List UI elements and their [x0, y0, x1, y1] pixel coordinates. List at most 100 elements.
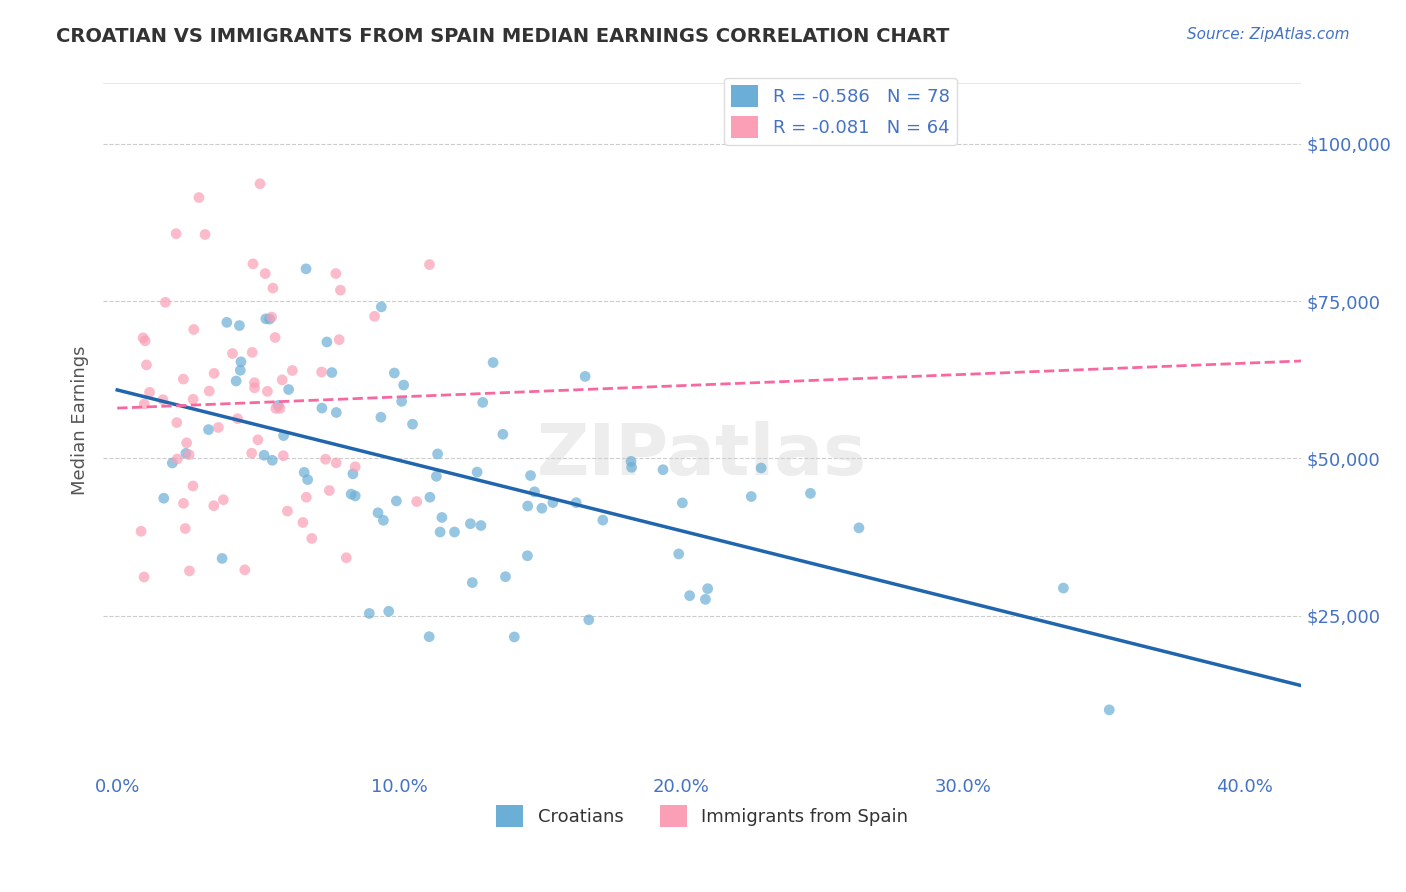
- Point: [325, 267, 347, 281]
- Point: [129, 524, 152, 539]
- Point: [212, 492, 235, 507]
- Point: [848, 521, 870, 535]
- Point: [495, 570, 517, 584]
- Point: [174, 446, 197, 460]
- Point: [385, 494, 408, 508]
- Point: [335, 550, 357, 565]
- Point: [749, 461, 772, 475]
- Point: [503, 630, 526, 644]
- Point: [382, 366, 405, 380]
- Point: [202, 499, 225, 513]
- Point: [211, 551, 233, 566]
- Point: [134, 334, 156, 348]
- Point: [152, 491, 174, 506]
- Point: [221, 346, 243, 360]
- Point: [243, 376, 266, 390]
- Point: [295, 261, 318, 276]
- Point: [523, 484, 546, 499]
- Point: [344, 489, 367, 503]
- Text: ZIPatlas: ZIPatlas: [537, 421, 868, 491]
- Point: [1052, 581, 1074, 595]
- Point: [281, 363, 304, 377]
- Point: [138, 385, 160, 400]
- Point: [1098, 703, 1121, 717]
- Point: [328, 333, 350, 347]
- Point: [425, 469, 447, 483]
- Point: [229, 363, 252, 377]
- Point: [197, 423, 219, 437]
- Point: [269, 401, 291, 416]
- Point: [183, 322, 205, 336]
- Point: [259, 312, 281, 326]
- Point: [187, 190, 209, 204]
- Point: [271, 449, 294, 463]
- Point: [419, 490, 441, 504]
- Point: [246, 433, 269, 447]
- Point: [418, 630, 440, 644]
- Point: [181, 392, 204, 407]
- Point: [679, 589, 702, 603]
- Point: [695, 592, 717, 607]
- Point: [461, 575, 484, 590]
- Point: [530, 501, 553, 516]
- Point: [249, 177, 271, 191]
- Point: [179, 564, 201, 578]
- Point: [181, 479, 204, 493]
- Point: [132, 331, 155, 345]
- Point: [401, 417, 423, 432]
- Point: [242, 257, 264, 271]
- Point: [264, 330, 287, 344]
- Point: [176, 435, 198, 450]
- Point: [516, 499, 538, 513]
- Point: [291, 516, 314, 530]
- Point: [202, 367, 225, 381]
- Point: [253, 448, 276, 462]
- Point: [367, 506, 389, 520]
- Point: [254, 267, 277, 281]
- Point: [574, 369, 596, 384]
- Point: [225, 374, 247, 388]
- Y-axis label: Median Earnings: Median Earnings: [72, 346, 89, 495]
- Point: [465, 465, 488, 479]
- Point: [162, 456, 184, 470]
- Point: [329, 283, 352, 297]
- Point: [516, 549, 538, 563]
- Legend: Croatians, Immigrants from Spain: Croatians, Immigrants from Spain: [489, 797, 915, 834]
- Point: [363, 310, 385, 324]
- Point: [276, 504, 298, 518]
- Point: [492, 427, 515, 442]
- Point: [262, 453, 284, 467]
- Point: [174, 521, 197, 535]
- Point: [267, 399, 290, 413]
- Point: [592, 513, 614, 527]
- Point: [277, 383, 299, 397]
- Point: [392, 378, 415, 392]
- Point: [620, 460, 643, 475]
- Point: [229, 355, 252, 369]
- Point: [264, 401, 287, 416]
- Text: Source: ZipAtlas.com: Source: ZipAtlas.com: [1187, 27, 1350, 42]
- Point: [271, 373, 294, 387]
- Point: [152, 392, 174, 407]
- Point: [370, 300, 392, 314]
- Point: [740, 490, 762, 504]
- Point: [273, 428, 295, 442]
- Point: [565, 496, 588, 510]
- Point: [301, 532, 323, 546]
- Point: [177, 448, 200, 462]
- Point: [342, 467, 364, 481]
- Point: [165, 227, 187, 241]
- Point: [226, 411, 249, 425]
- Point: [426, 447, 449, 461]
- Point: [418, 258, 440, 272]
- Text: CROATIAN VS IMMIGRANTS FROM SPAIN MEDIAN EARNINGS CORRELATION CHART: CROATIAN VS IMMIGRANTS FROM SPAIN MEDIAN…: [56, 27, 949, 45]
- Point: [430, 510, 453, 524]
- Point: [470, 518, 492, 533]
- Point: [166, 452, 188, 467]
- Point: [325, 456, 347, 470]
- Point: [135, 358, 157, 372]
- Point: [799, 486, 821, 500]
- Point: [155, 295, 177, 310]
- Point: [260, 310, 283, 324]
- Point: [668, 547, 690, 561]
